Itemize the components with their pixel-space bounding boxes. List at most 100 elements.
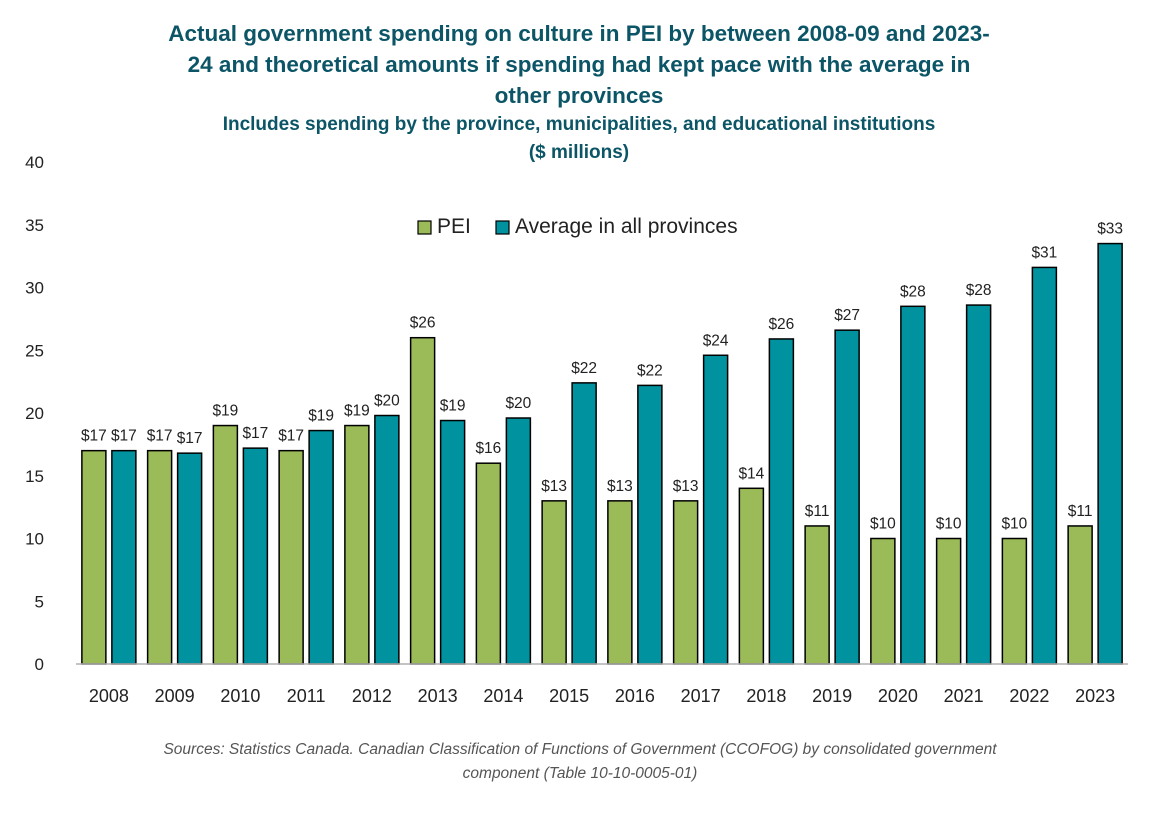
- bar-pei-2012: [344, 424, 370, 665]
- x-tick-label: 2017: [681, 686, 721, 706]
- data-label-pei-2013: $26: [410, 315, 436, 332]
- data-label-pei-2015: $13: [541, 478, 567, 495]
- bar-pei-2020: [870, 537, 896, 665]
- bar-average-2020: [900, 305, 926, 665]
- data-label-average-2010: $17: [242, 425, 268, 442]
- bar-pei-2016: [607, 500, 633, 665]
- x-tick-label: 2010: [220, 686, 260, 706]
- x-tick-label: 2022: [1009, 686, 1049, 706]
- data-label-pei-2010: $19: [212, 403, 238, 420]
- bar-average-2008: [111, 449, 137, 665]
- data-label-average-2014: $20: [505, 395, 531, 412]
- data-label-pei-2011: $17: [278, 428, 304, 445]
- legend-label-pei: PEI: [437, 215, 471, 238]
- bar-pei-2010: [212, 424, 239, 665]
- bar-pei-2008: [81, 449, 107, 665]
- bar-pei-2015: [541, 500, 567, 665]
- source-line-2: component (Table 10-10-0005-01): [462, 765, 698, 782]
- y-tick-label: 30: [25, 279, 44, 298]
- bar-average-2013: [439, 419, 466, 665]
- bar-average-2012: [374, 414, 400, 665]
- bar-average-2022: [1031, 266, 1058, 665]
- legend-swatch-average: [495, 220, 510, 235]
- bar-pei-2011: [278, 449, 304, 665]
- bar-average-2017: [702, 354, 729, 665]
- data-label-average-2020: $28: [900, 283, 926, 300]
- bar-pei-2014: [475, 462, 502, 665]
- data-label-pei-2012: $19: [344, 403, 370, 420]
- chart-subtitle-line-2: ($ millions): [528, 142, 630, 163]
- x-tick-label: 2014: [483, 686, 523, 706]
- data-label-pei-2017: $13: [673, 478, 699, 495]
- x-tick-label: 2021: [944, 686, 984, 706]
- bar-average-2018: [768, 338, 795, 665]
- bar-average-2019: [834, 329, 860, 665]
- legend-label-average: Average in all provinces: [515, 215, 738, 238]
- bar-pei-2023: [1067, 525, 1093, 665]
- bar-average-2014: [505, 417, 532, 665]
- data-label-pei-2009: $17: [147, 428, 173, 445]
- data-label-pei-2008: $17: [81, 428, 107, 445]
- data-label-pei-2022: $10: [1001, 516, 1027, 533]
- legend-swatch-pei: [417, 220, 432, 235]
- y-tick-label: 40: [25, 153, 44, 172]
- data-label-pei-2021: $10: [936, 516, 962, 533]
- data-label-average-2012: $20: [374, 393, 400, 410]
- x-tick-label: 2012: [352, 686, 392, 706]
- bar-average-2011: [308, 429, 334, 665]
- data-label-average-2009: $17: [177, 430, 203, 447]
- bar-pei-2017: [672, 500, 699, 665]
- x-tick-label: 2019: [812, 686, 852, 706]
- bar-pei-2022: [1001, 537, 1028, 665]
- y-tick-label: 25: [25, 341, 44, 360]
- bar-pei-2009: [146, 449, 173, 665]
- y-tick-label: 5: [35, 592, 44, 611]
- source-note: Sources: Statistics Canada. Canadian Cla…: [60, 738, 1100, 786]
- x-tick-label: 2016: [615, 686, 655, 706]
- chart-subtitle-line-1: Includes spending by the province, munic…: [222, 114, 936, 135]
- data-label-average-2022: $31: [1031, 244, 1057, 261]
- x-tick-label: 2009: [155, 686, 195, 706]
- data-label-average-2021: $28: [966, 282, 992, 299]
- y-tick-label: 35: [25, 216, 44, 235]
- chart-title-line-3: other provinces: [494, 83, 664, 108]
- x-tick-label: 2023: [1075, 686, 1115, 706]
- bar-average-2021: [965, 304, 992, 665]
- data-label-average-2023: $33: [1097, 221, 1123, 238]
- data-label-pei-2023: $11: [1068, 503, 1093, 520]
- data-label-average-2019: $27: [834, 307, 860, 324]
- data-label-average-2008: $17: [111, 428, 137, 445]
- data-label-pei-2016: $13: [607, 478, 633, 495]
- data-label-pei-2018: $14: [738, 465, 764, 482]
- bar-average-2016: [637, 384, 663, 665]
- chart-title-line-1: Actual government spending on culture in…: [168, 21, 990, 46]
- x-tick-label: 2020: [878, 686, 918, 706]
- x-tick-label: 2015: [549, 686, 589, 706]
- x-tick-label: 2013: [418, 686, 458, 706]
- data-label-pei-2020: $10: [870, 516, 896, 533]
- data-label-average-2011: $19: [308, 408, 334, 425]
- bar-average-2010: [242, 447, 269, 665]
- x-tick-label: 2011: [287, 686, 326, 706]
- source-line-1: Sources: Statistics Canada. Canadian Cla…: [163, 741, 997, 758]
- bar-pei-2019: [804, 525, 830, 665]
- y-tick-label: 10: [25, 530, 44, 549]
- x-tick-label: 2008: [89, 686, 129, 706]
- data-label-average-2013: $19: [440, 398, 466, 415]
- data-label-average-2017: $24: [703, 332, 729, 349]
- chart-title-line-2: 24 and theoretical amounts if spending h…: [187, 52, 971, 77]
- bar-average-2015: [571, 382, 597, 665]
- chart-title-block: Actual government spending on culture in…: [0, 18, 1158, 167]
- data-label-pei-2014: $16: [475, 440, 501, 457]
- x-tick-label: 2018: [746, 686, 786, 706]
- y-tick-label: 15: [25, 467, 44, 486]
- data-label-average-2018: $26: [768, 316, 794, 333]
- data-label-average-2015: $22: [571, 360, 597, 377]
- y-tick-label: 0: [35, 655, 44, 674]
- bar-pei-2018: [738, 487, 765, 665]
- bar-average-2023: [1097, 242, 1123, 665]
- bar-pei-2013: [409, 336, 436, 665]
- data-label-pei-2019: $11: [805, 503, 830, 520]
- bar-average-2009: [176, 452, 203, 665]
